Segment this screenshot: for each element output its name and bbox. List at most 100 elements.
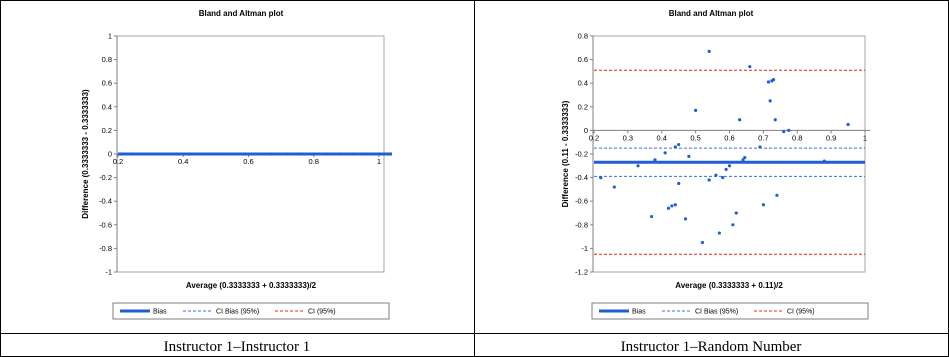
- y-tick-label: -0.6: [99, 220, 112, 229]
- data-point: [773, 118, 777, 122]
- y-tick-label: 0.2: [102, 126, 112, 135]
- data-point: [653, 158, 657, 162]
- chart-title: Bland and Altman plot: [199, 9, 284, 18]
- data-point: [734, 211, 738, 215]
- data-point: [677, 181, 681, 186]
- data-point: [299, 152, 303, 156]
- y-tick-label: -1: [581, 244, 588, 253]
- x-tick-label: 0.6: [243, 157, 253, 166]
- data-point: [670, 204, 674, 208]
- data-point: [683, 217, 688, 221]
- data-point: [687, 154, 691, 158]
- x-tick-label: 1: [863, 133, 867, 142]
- y-tick-label: 0.4: [578, 79, 588, 88]
- data-point: [387, 152, 391, 156]
- x-tick-label: 0.4: [657, 133, 667, 142]
- data-point: [673, 145, 677, 149]
- data-point: [714, 173, 718, 177]
- data-point: [787, 128, 791, 132]
- y-tick-label: -0.8: [99, 244, 112, 253]
- y-tick-label: -0.4: [99, 197, 112, 206]
- data-point: [707, 49, 711, 53]
- x-tick-label: 0.7: [758, 133, 768, 142]
- legend-box: [112, 302, 390, 320]
- legend: Bias CI Bias (95%) CI (95%): [112, 302, 390, 320]
- data-point: [243, 152, 247, 156]
- x-tick-label: 1: [377, 157, 381, 166]
- legend: Bias CI Bias (95%) CI (95%): [591, 302, 869, 320]
- bland-altman-chart-right: Bland and Altman plot Average (0.3333333…: [561, 9, 870, 320]
- legend-box: [591, 302, 869, 320]
- data-point: [129, 152, 133, 156]
- data-point: [775, 193, 779, 197]
- legend-label-bias: Bias: [153, 309, 167, 316]
- data-point: [822, 159, 826, 163]
- data-point: [214, 152, 218, 156]
- data-point: [312, 152, 316, 156]
- data-point: [724, 167, 728, 171]
- data-point: [717, 231, 721, 235]
- y-tick-label: -0.6: [575, 197, 588, 206]
- data-point: [663, 151, 667, 155]
- x-tick-label: 0.8: [309, 157, 319, 166]
- legend-label-ci-bias: CI Bias (95%): [216, 309, 259, 316]
- y-tick-label: -0.8: [575, 220, 588, 229]
- data-point: [377, 152, 381, 156]
- x-tick-label: 0.6: [724, 133, 734, 142]
- data-point: [636, 164, 640, 168]
- data-point: [649, 214, 654, 219]
- y-tick-label: 0.6: [578, 55, 588, 64]
- x-tick-label: 0.2: [589, 133, 599, 142]
- caption-right: Instructor 1–Random Number: [621, 339, 802, 355]
- x-tick-label: 0.8: [792, 133, 802, 142]
- x-tick-label: 0.3: [623, 133, 633, 142]
- data-point: [694, 108, 698, 112]
- data-point: [188, 152, 192, 156]
- data-point: [707, 178, 711, 182]
- y-tick-label: -0.2: [99, 173, 112, 182]
- y-tick-label: 0.2: [578, 102, 588, 111]
- data-point: [731, 223, 735, 227]
- x-tick-label: 0.2: [113, 157, 123, 166]
- data-point: [666, 206, 671, 210]
- data-point: [741, 158, 745, 162]
- data-point: [782, 129, 786, 134]
- data-point: [761, 203, 765, 207]
- x-tick-label: 0.4: [178, 157, 188, 166]
- data-point: [766, 80, 771, 84]
- y-tick-label: 0.6: [102, 79, 112, 88]
- data-point: [727, 164, 732, 168]
- data-point: [673, 203, 677, 207]
- y-tick-label: 0.4: [102, 102, 112, 111]
- data-point: [175, 152, 179, 156]
- chart-title: Bland and Altman plot: [669, 9, 754, 18]
- data-point: [338, 152, 342, 156]
- caption-left: Instructor 1–Instructor 1: [164, 339, 311, 355]
- data-point: [743, 155, 747, 160]
- data-point: [721, 176, 725, 180]
- x-axis-label: Average (0.3333333 + 0.3333333)/2: [186, 281, 317, 290]
- data-point: [612, 185, 616, 189]
- y-tick-label: -1.2: [575, 268, 588, 277]
- x-tick-label: 0.9: [826, 133, 836, 142]
- y-tick-label: 0.8: [578, 32, 588, 41]
- data-point: [364, 152, 368, 156]
- data-point: [738, 118, 742, 122]
- y-tick-label: 1: [108, 32, 112, 41]
- data-point: [846, 122, 850, 127]
- y-tick-label: -0.4: [575, 173, 588, 182]
- data-point: [768, 99, 772, 103]
- data-point: [325, 152, 329, 156]
- legend-label-ci: CI (95%): [308, 309, 336, 316]
- y-tick-label: 0.8: [102, 55, 112, 64]
- data-point: [269, 152, 273, 156]
- y-tick-label: 0: [584, 126, 588, 135]
- bland-altman-chart-left: Bland and Altman plot Average (0.3333333…: [81, 9, 393, 320]
- y-tick-label: 0: [108, 150, 112, 159]
- legend-label-bias: Bias: [632, 309, 646, 316]
- data-point: [351, 152, 355, 156]
- legend-label-ci: CI (95%): [787, 309, 815, 316]
- data-point: [286, 152, 290, 156]
- y-tick-label: -0.2: [575, 150, 588, 159]
